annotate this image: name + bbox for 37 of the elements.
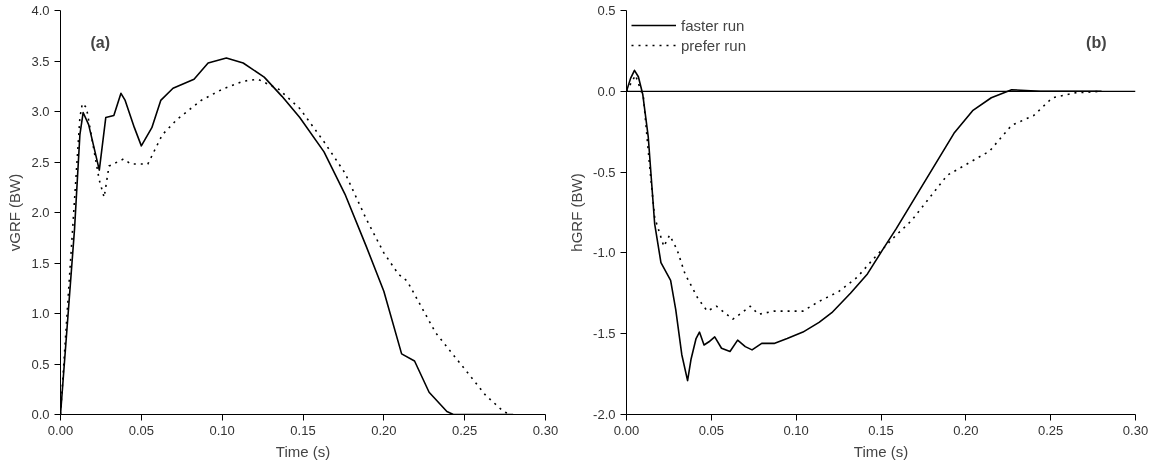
y-tick-label: 0.5 (31, 356, 50, 372)
y-axis-title: hGRF (BW) (568, 173, 586, 252)
y-tick-label: 0.0 (597, 83, 616, 99)
y-tick-label: 0.5 (597, 3, 616, 18)
x-tick-label: 0.30 (1122, 422, 1149, 438)
x-tick-label: 0.15 (868, 422, 894, 438)
x-tick-label: 0.00 (47, 422, 74, 438)
y-tick-label: 2.0 (31, 205, 50, 220)
x-tick-label: 0.00 (613, 422, 640, 438)
x-axis-title: Time (s) (275, 442, 331, 460)
x-tick-label: 0.30 (532, 422, 559, 438)
legend-label: faster run (681, 16, 745, 34)
x-tick-label: 0.15 (290, 422, 316, 438)
x-tick-label: 0.05 (128, 422, 154, 438)
y-tick-label: 2.5 (31, 154, 50, 170)
text: (b) (1086, 33, 1107, 51)
y-tick-label: 1.0 (31, 306, 50, 321)
x-tick-label: 0.25 (452, 422, 478, 438)
y-tick-label: -0.5 (593, 164, 616, 180)
x-tick-label: 0.10 (783, 422, 809, 438)
y-tick-label: 1.5 (31, 255, 50, 271)
x-tick-label: 0.25 (1038, 422, 1064, 438)
y-tick-label: -1.5 (593, 326, 616, 342)
x-tick-label: 0.05 (698, 422, 724, 438)
text: (a) (90, 33, 111, 51)
x-tick-label: 0.10 (209, 422, 235, 438)
y-tick-label: -1.0 (593, 245, 616, 261)
y-tick-label: 0.0 (31, 407, 50, 422)
x-tick-label: 0.20 (371, 422, 397, 438)
y-tick-label: 3.0 (31, 104, 50, 119)
y-tick-label: 3.5 (31, 53, 50, 69)
y-tick-label: 4.0 (31, 3, 50, 18)
x-axis-title: Time (s) (853, 442, 909, 460)
y-tick-label: -2.0 (593, 407, 616, 422)
y-axis-title: vGRF (BW) (6, 173, 24, 252)
x-tick-label: 0.20 (953, 422, 979, 438)
legend-label: prefer run (681, 36, 747, 54)
